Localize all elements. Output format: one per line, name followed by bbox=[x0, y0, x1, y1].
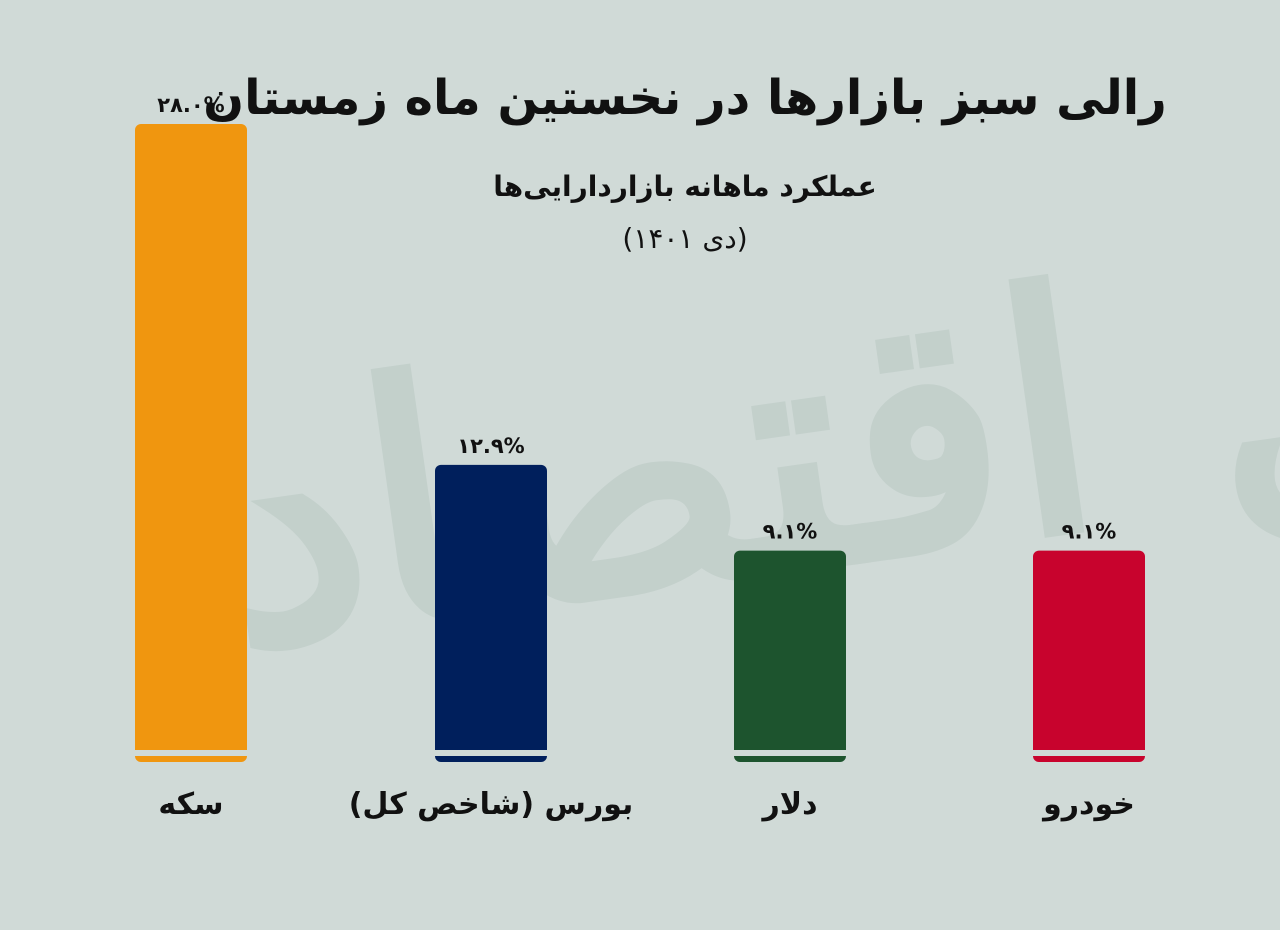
bar-base-mask bbox=[435, 750, 547, 756]
category-label: سکه bbox=[158, 787, 223, 822]
bar-2 bbox=[734, 550, 846, 762]
bar-0 bbox=[135, 124, 247, 762]
bar-value-label: ۹.۱% bbox=[1062, 520, 1117, 544]
bar-value-label: ۲۸.۰% bbox=[157, 93, 224, 117]
bar-base-mask bbox=[135, 750, 247, 756]
category-label: دلار bbox=[760, 787, 817, 822]
bar-base-mask bbox=[734, 750, 846, 756]
bar-3 bbox=[1033, 550, 1145, 762]
bar-value-label: ۱۲.۹% bbox=[457, 434, 524, 458]
category-label: خودرو bbox=[1041, 787, 1135, 822]
chart-subtitle: عملکرد ماهانه بازاردارایی‌ها bbox=[493, 170, 877, 203]
bar-value-label: ۹.۱% bbox=[763, 520, 818, 544]
category-label: بورس (شاخص کل) bbox=[349, 787, 634, 822]
bar-1 bbox=[435, 464, 547, 762]
chart-period: (دی ۱۴۰۱) bbox=[622, 222, 748, 255]
bar-base-mask bbox=[1033, 750, 1145, 756]
chart-title: رالی سبز بازارها در نخستین ماه زمستان bbox=[203, 70, 1167, 126]
